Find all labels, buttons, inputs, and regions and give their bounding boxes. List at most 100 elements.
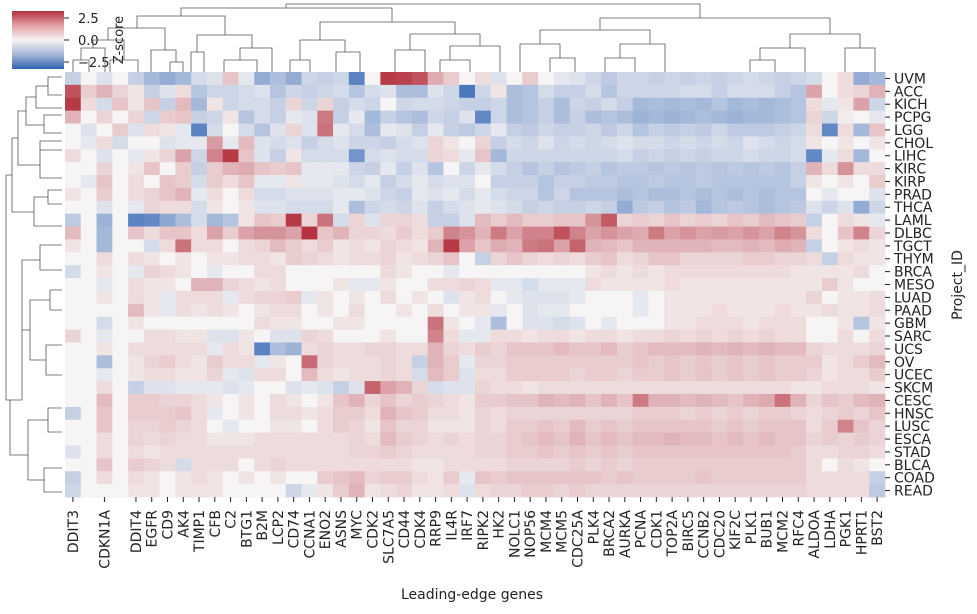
heatmap-cell [490,355,507,369]
heatmap-cell [238,213,255,227]
heatmap-cell [159,316,176,330]
heatmap-cell [238,329,255,343]
heatmap-cell [191,239,208,253]
heatmap-cell [569,355,586,369]
heatmap-cell [695,252,712,266]
heatmap-cell [348,200,366,215]
heatmap-cell [427,136,444,150]
heatmap-cell [222,419,239,434]
heatmap-cell [522,278,539,292]
heatmap-cell [285,213,302,227]
heatmap-cell [806,97,823,112]
heatmap-cell [490,419,507,434]
row-label: TGCT [893,239,932,255]
heatmap-cell [285,84,302,99]
heatmap-cell [758,265,776,279]
heatmap-cell [159,303,176,318]
heatmap-cell [348,213,366,227]
heatmap-cell [648,316,665,330]
heatmap-cell [821,265,839,279]
heatmap-cell [490,226,507,240]
heatmap-cell [443,458,460,472]
heatmap-cell [443,406,460,421]
heatmap-cell [680,342,697,356]
heatmap-cell [112,123,129,137]
heatmap-cell [743,252,760,266]
heatmap-cell [348,471,366,485]
heatmap-cell [664,239,681,253]
heatmap-cell [112,213,129,227]
heatmap-cell [238,303,255,318]
column-label: CCNA1 [302,510,318,559]
heatmap-cell [490,84,507,99]
row-label: MESO [894,278,935,294]
heatmap-cell [285,149,302,163]
heatmap-cell [396,265,413,279]
heatmap-cell [191,123,208,137]
heatmap-cell [191,175,208,189]
heatmap-cell [821,432,839,446]
heatmap-cell [569,84,586,99]
heatmap-cell [869,72,886,86]
heatmap-cell [333,200,350,215]
heatmap-cell [774,381,791,395]
heatmap-cell [680,329,697,343]
heatmap-cell [317,329,334,343]
heatmap-cell [254,342,271,356]
heatmap-cell [238,110,255,124]
heatmap-cell [790,432,807,446]
heatmap-cell [128,97,145,112]
heatmap-cell [774,252,791,266]
heatmap-cell [175,406,192,421]
heatmap-cell [238,342,255,356]
row-label: HNSC [894,406,934,422]
heatmap-cell [680,123,697,137]
heatmap-cell [333,175,350,189]
heatmap-cell [317,278,334,292]
heatmap-cell [743,381,760,395]
heatmap-cell [490,162,507,176]
heatmap-cell [553,265,571,279]
heatmap-cell [238,239,255,253]
heatmap-cell [459,213,476,227]
heatmap-cell [585,316,602,330]
heatmap-cell [411,123,429,137]
heatmap-cell [396,342,413,356]
heatmap-cell [727,432,744,446]
heatmap-cell [459,458,476,472]
heatmap-cell [680,458,697,472]
heatmap-cell [159,381,176,395]
heatmap-cell [490,97,507,112]
heatmap-cell [301,252,318,266]
heatmap-cell [790,329,807,343]
heatmap-cell [380,213,397,227]
heatmap-cell [301,303,318,318]
heatmap-cell [774,316,791,330]
heatmap-cell [112,303,129,318]
heatmap-cell [128,303,145,318]
heatmap-cell [396,278,413,292]
heatmap-cell [380,342,397,356]
heatmap-cell [159,136,176,150]
heatmap-cell [806,72,823,86]
heatmap-cell [317,84,334,99]
heatmap-cell [522,149,539,163]
heatmap-cell [112,458,129,472]
heatmap-cell [143,136,161,150]
heatmap-cell [80,342,97,356]
heatmap-cell [585,226,602,240]
heatmap-cell [96,381,113,395]
heatmap-cell [553,252,571,266]
heatmap-cell [601,97,618,112]
heatmap-cell [65,265,82,279]
heatmap-cell [585,123,602,137]
heatmap-cell [333,381,350,395]
heatmap-cell [80,471,97,485]
heatmap-cell [522,445,539,459]
heatmap-cell [538,187,555,202]
heatmap-cell [490,393,507,408]
heatmap-cell [522,162,539,176]
heatmap-cell [648,97,665,112]
heatmap-cell [411,239,429,253]
heatmap-cell [238,432,255,446]
